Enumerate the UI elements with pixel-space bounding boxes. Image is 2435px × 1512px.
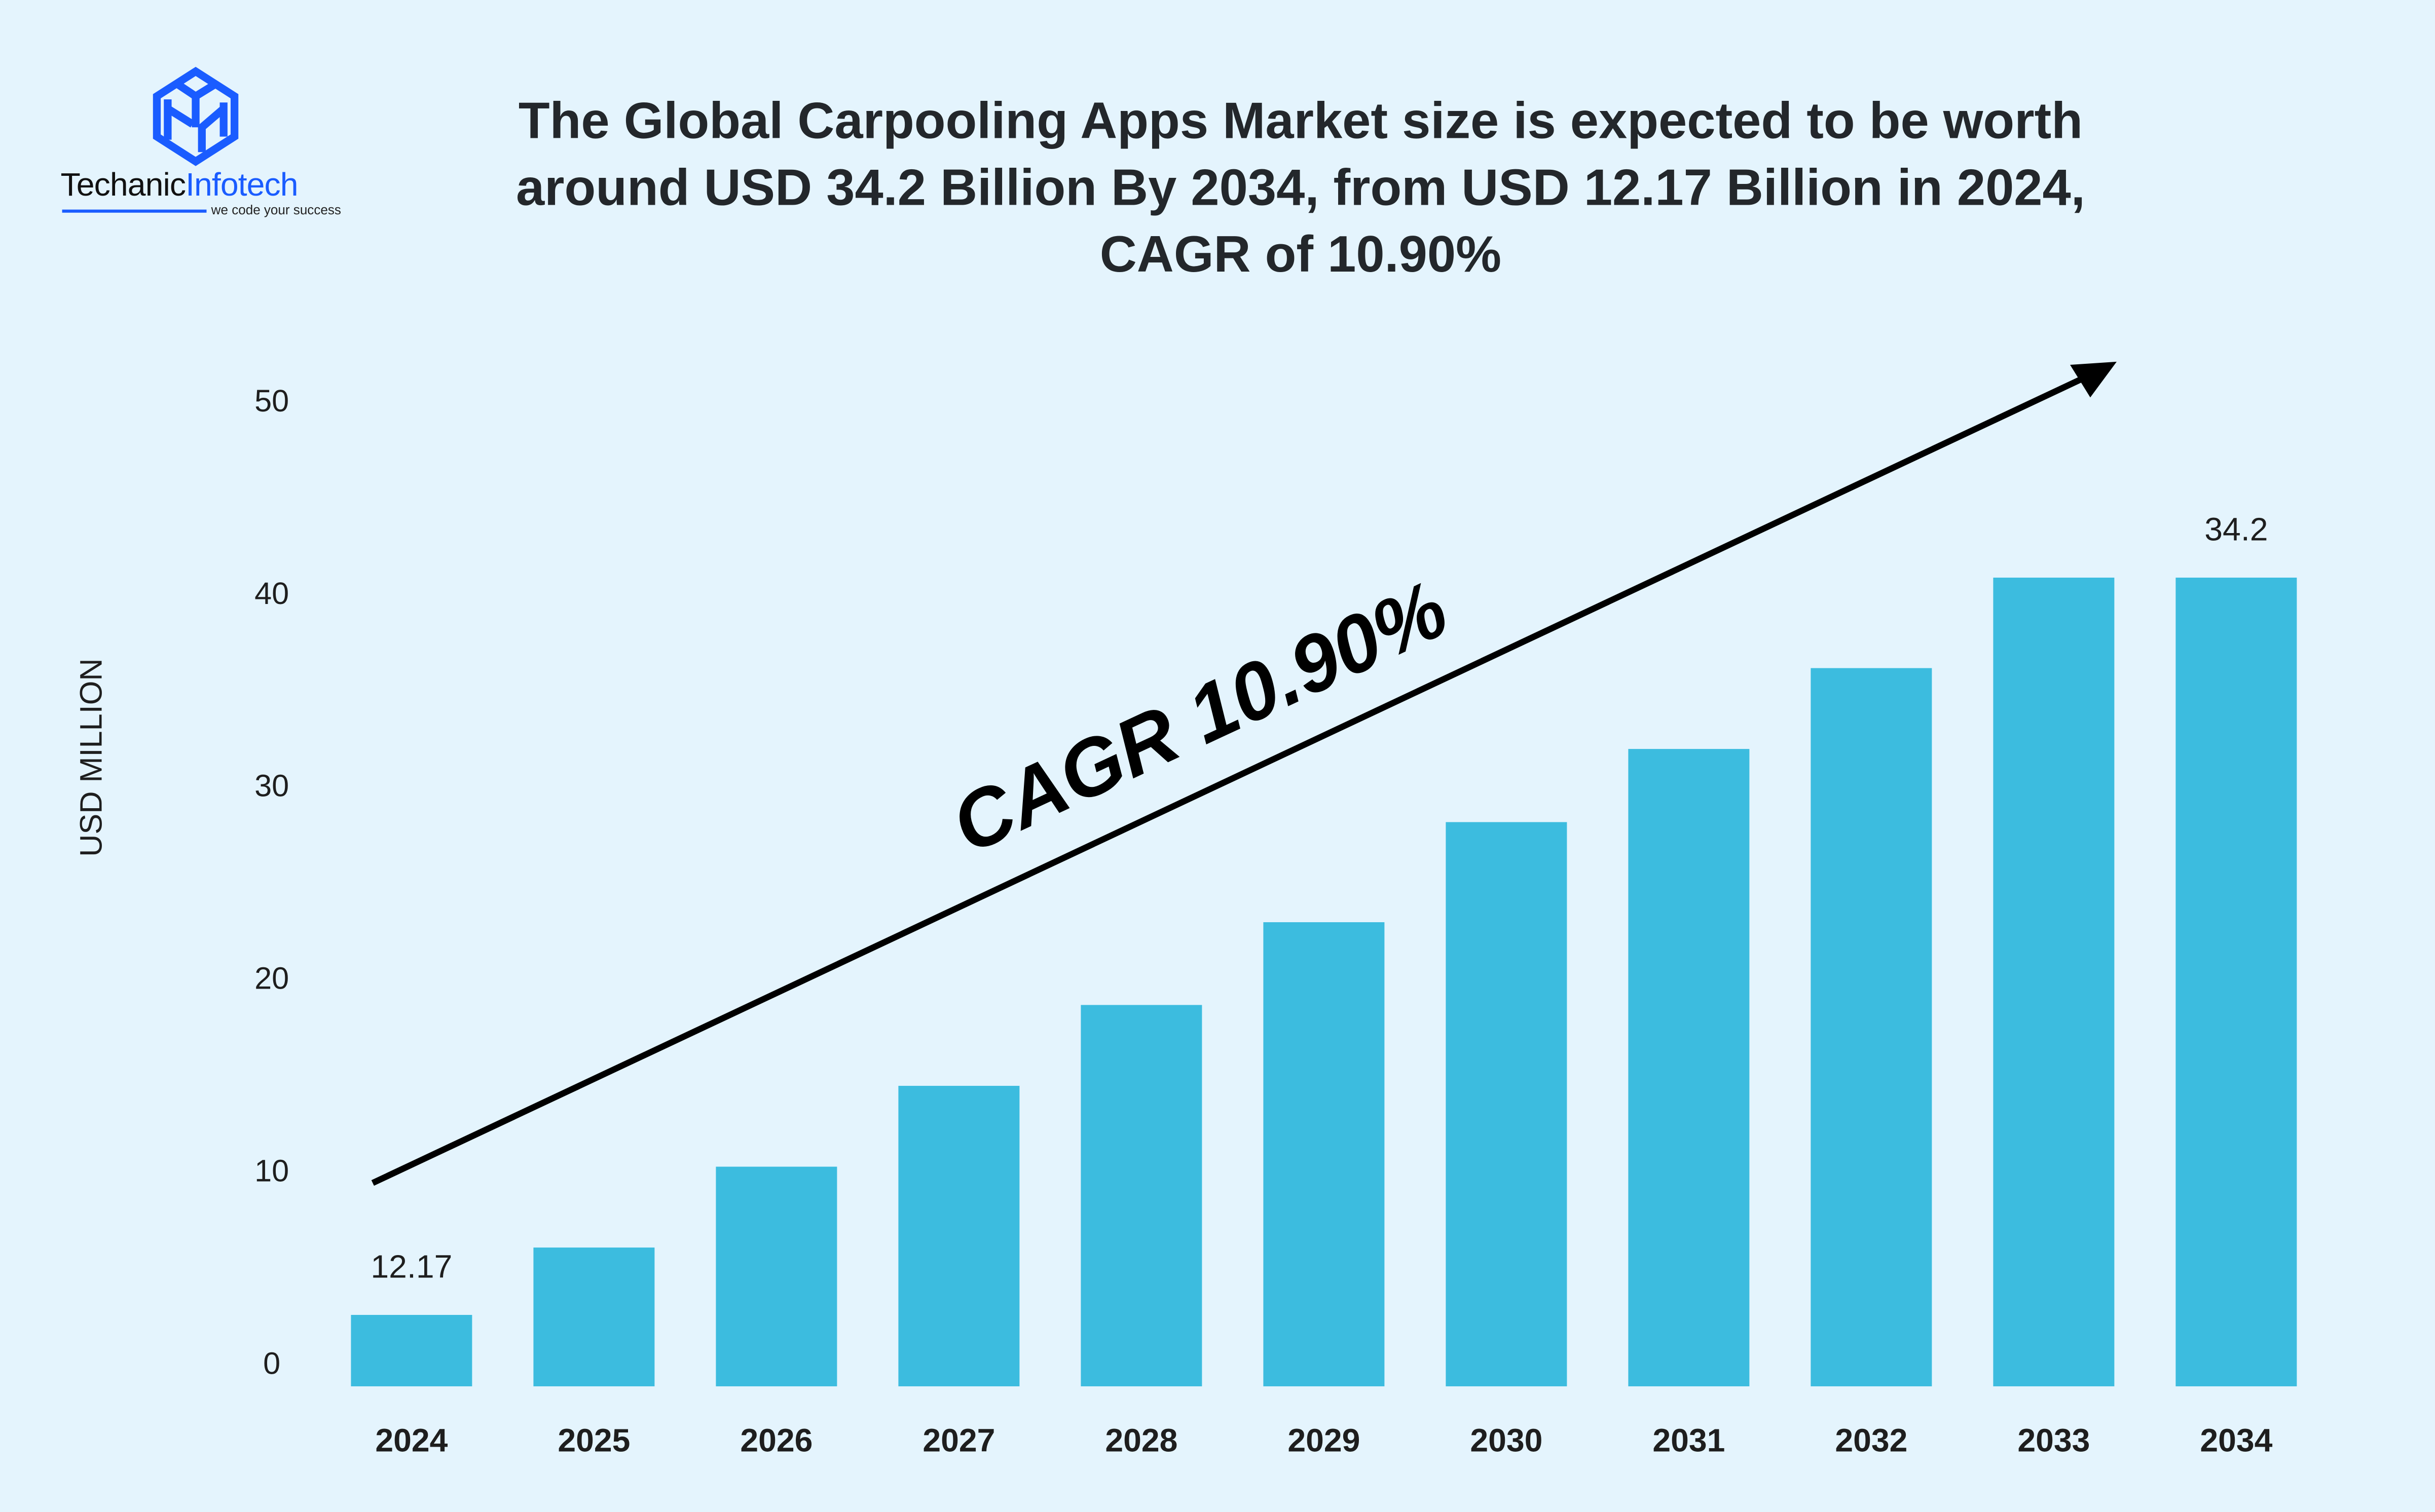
- company-logo: TechanicInfotech we code your success: [56, 62, 366, 233]
- y-tick-label: 50: [254, 384, 289, 418]
- x-tick-label: 2032: [1835, 1422, 1907, 1459]
- trend-arrow-line: [371, 372, 2090, 1186]
- data-label: 34.2: [2204, 511, 2268, 547]
- x-tick-label: 2025: [558, 1422, 630, 1459]
- x-tick-label: 2027: [923, 1422, 995, 1459]
- x-tick-label: 2028: [1105, 1422, 1177, 1459]
- logo-name-part2: Infotech: [186, 167, 299, 204]
- bar-2029: [1263, 922, 1385, 1386]
- y-tick-label: 40: [254, 576, 289, 611]
- y-tick-label: 30: [254, 769, 289, 803]
- bar-2032: [1811, 668, 1932, 1386]
- title-line: The Global Carpooling Apps Market size i…: [518, 91, 2083, 149]
- bar-2034: [2175, 577, 2297, 1386]
- logo-name-part1: Techanic: [60, 167, 186, 204]
- x-tick-label: 2034: [2200, 1422, 2272, 1459]
- cube-logo-icon: [153, 66, 239, 166]
- bar-2031: [1628, 749, 1750, 1386]
- title-line: CAGR of 10.90%: [1099, 225, 1502, 283]
- logo-underline: [62, 209, 207, 213]
- bar-2025: [533, 1248, 655, 1386]
- y-tick-label: 20: [254, 961, 289, 996]
- logo-tagline: we code your success: [211, 202, 341, 217]
- y-tick-label: 0: [263, 1346, 280, 1380]
- data-label: 12.17: [371, 1249, 452, 1285]
- bar-2024: [351, 1315, 472, 1386]
- x-tick-label: 2031: [1652, 1422, 1725, 1459]
- logo-wordmark: TechanicInfotech: [60, 168, 298, 205]
- arrow-head-icon: [2070, 361, 2117, 398]
- cagr-annotation: CAGR 10.90%: [938, 563, 1460, 871]
- x-tick-label: 2026: [740, 1422, 813, 1459]
- x-tick-label: 2033: [2017, 1422, 2090, 1459]
- bar-2030: [1446, 822, 1567, 1386]
- chart-title: The Global Carpooling Apps Market size i…: [435, 87, 2166, 287]
- title-line: around USD 34.2 Billion By 2034, from US…: [515, 158, 2085, 216]
- x-tick-label: 2029: [1287, 1422, 1360, 1459]
- x-tick-label: 2030: [1470, 1422, 1542, 1459]
- bar-2026: [716, 1166, 837, 1386]
- bar-2028: [1081, 1005, 1202, 1386]
- bar-2027: [898, 1085, 1020, 1386]
- y-tick-label: 10: [254, 1154, 289, 1188]
- x-tick-label: 2024: [375, 1422, 448, 1459]
- bar-2033: [1993, 577, 2115, 1386]
